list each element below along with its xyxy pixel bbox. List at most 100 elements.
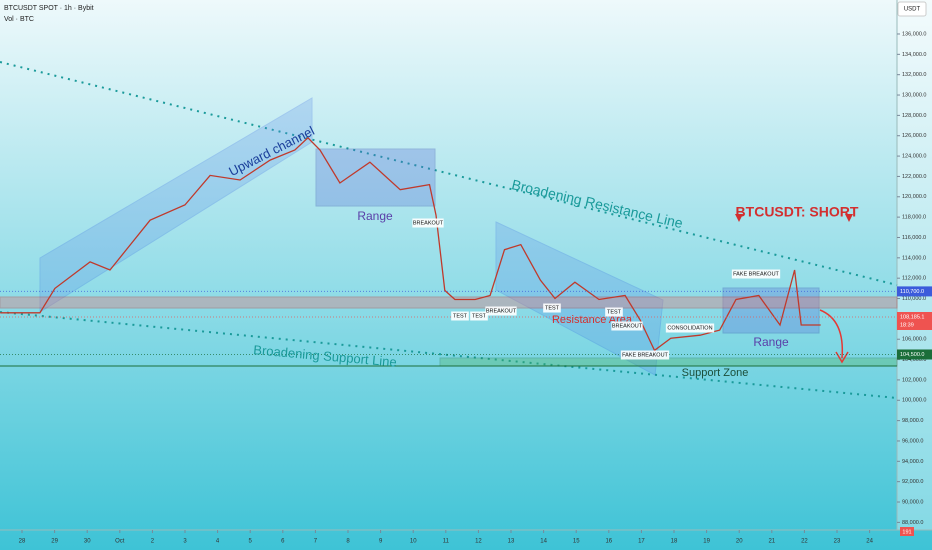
- level-label: 108,185.1: [900, 314, 924, 320]
- y-tick-label: 134,000.0: [902, 52, 926, 58]
- annotation: TEST: [545, 305, 560, 311]
- volume-label: 191: [902, 529, 911, 535]
- x-tick-label: 15: [573, 539, 580, 545]
- level-label: 110,700.0: [900, 289, 924, 295]
- level-tag: [897, 311, 932, 330]
- y-tick-label: 126,000.0: [902, 133, 926, 139]
- x-tick-label: 28: [19, 539, 26, 545]
- level-label: 104,500.0: [900, 352, 924, 358]
- y-tick-label: 118,000.0: [902, 215, 926, 221]
- x-tick-label: 11: [443, 539, 450, 545]
- x-tick-label: 22: [801, 539, 808, 545]
- x-tick-label: 5: [249, 539, 253, 545]
- annotation: Range: [357, 209, 393, 223]
- x-tick-label: Oct: [115, 539, 125, 545]
- annotation: BTCUSDT: SHORT: [736, 204, 859, 220]
- price-line: [0, 136, 821, 352]
- y-tick-label: 94,000.0: [902, 459, 923, 465]
- price-axis-bg: [897, 0, 932, 530]
- annotation: Support Zone: [682, 367, 749, 379]
- y-tick-label: 100,000.0: [902, 398, 926, 404]
- annotation: TEST: [472, 313, 487, 319]
- x-tick-label: 20: [736, 539, 743, 545]
- annotation-box: [605, 307, 623, 317]
- level-tag: [897, 286, 932, 297]
- annotation-box: [543, 303, 561, 313]
- symbol: BTCUSDT SPOT · 1h · Bybit: [4, 5, 94, 12]
- level-tag: [897, 349, 932, 360]
- annotation: TEST: [453, 313, 468, 319]
- x-tick-label: 29: [51, 539, 58, 545]
- annotation-box: [451, 311, 469, 321]
- y-tick-label: 112,000.0: [902, 276, 926, 282]
- annotation: BREAKOUT: [486, 308, 517, 314]
- annotation-box: [611, 321, 643, 331]
- y-tick-label: 98,000.0: [902, 418, 923, 424]
- y-tick-label: 92,000.0: [902, 479, 923, 485]
- y-tick-label: 122,000.0: [902, 174, 926, 180]
- annotation: TEST: [607, 309, 622, 315]
- projection-arrow: [819, 309, 844, 359]
- annotation: Range: [753, 335, 789, 349]
- y-tick-label: 120,000.0: [902, 194, 926, 200]
- annotation-box: [731, 269, 781, 279]
- x-tick-label: 3: [183, 539, 187, 545]
- range-box: [722, 287, 820, 334]
- y-tick-label: 96,000.0: [902, 438, 923, 444]
- arrow-head: [835, 351, 849, 364]
- x-tick-label: 30: [84, 539, 91, 545]
- descending-channel: [495, 221, 664, 376]
- y-tick-label: 114,000.0: [902, 255, 926, 261]
- x-tick-label: 24: [866, 539, 873, 545]
- currency: USDT: [904, 7, 921, 13]
- y-tick-label: 124,000.0: [902, 154, 926, 160]
- volume-tag: [900, 527, 914, 536]
- x-tick-label: 19: [703, 539, 710, 545]
- y-tick-label: 90,000.0: [902, 499, 923, 505]
- x-tick-label: 4: [216, 539, 220, 545]
- currency-box: [897, 1, 927, 17]
- y-tick-label: 116,000.0: [902, 235, 926, 241]
- x-tick-label: 2: [151, 539, 155, 545]
- x-tick-label: 10: [410, 539, 417, 545]
- y-tick-label: 128,000.0: [902, 113, 926, 119]
- annotation-box: [412, 218, 444, 228]
- x-tick-label: 18: [671, 539, 678, 545]
- y-tick-label: 106,000.0: [902, 337, 926, 343]
- y-tick-label: 130,000.0: [902, 92, 926, 98]
- y-tick-label: 136,000.0: [902, 31, 926, 37]
- y-tick-label: 110,000.0: [902, 296, 926, 302]
- range-box: [315, 148, 436, 207]
- annotation: FAKE BREAKOUT: [733, 271, 779, 277]
- y-tick-label: 102,000.0: [902, 377, 926, 383]
- x-tick-label: 13: [508, 539, 515, 545]
- x-tick-label: 21: [768, 539, 775, 545]
- annotation-box: [470, 311, 488, 321]
- x-tick-label: 6: [281, 539, 285, 545]
- x-tick-label: 16: [605, 539, 612, 545]
- y-tick-label: 104,000.0: [902, 357, 926, 363]
- support-trendline: [0, 311, 898, 399]
- x-tick-label: 8: [346, 539, 350, 545]
- annotation-box: [620, 350, 670, 360]
- y-tick-label: 88,000.0: [902, 520, 923, 526]
- countdown: 18:39: [900, 322, 914, 328]
- y-tick-label: 132,000.0: [902, 72, 926, 78]
- x-tick-label: 12: [475, 539, 482, 545]
- annotation-box: [485, 306, 517, 316]
- x-tick-label: 17: [638, 539, 645, 545]
- x-tick-label: 7: [314, 539, 318, 545]
- annotation-box: [665, 323, 715, 333]
- x-tick-label: 14: [540, 539, 547, 545]
- volume-title: Vol · BTC: [4, 16, 34, 23]
- resistance-area: [0, 296, 898, 309]
- annotation: FAKE BREAKOUT: [622, 352, 668, 358]
- annotation: BREAKOUT: [612, 323, 643, 329]
- x-tick-label: 23: [834, 539, 841, 545]
- annotation: CONSOLIDATION: [667, 325, 712, 331]
- resistance-trendline: [0, 61, 898, 286]
- x-tick-label: 9: [379, 539, 383, 545]
- annotation: BREAKOUT: [413, 220, 444, 226]
